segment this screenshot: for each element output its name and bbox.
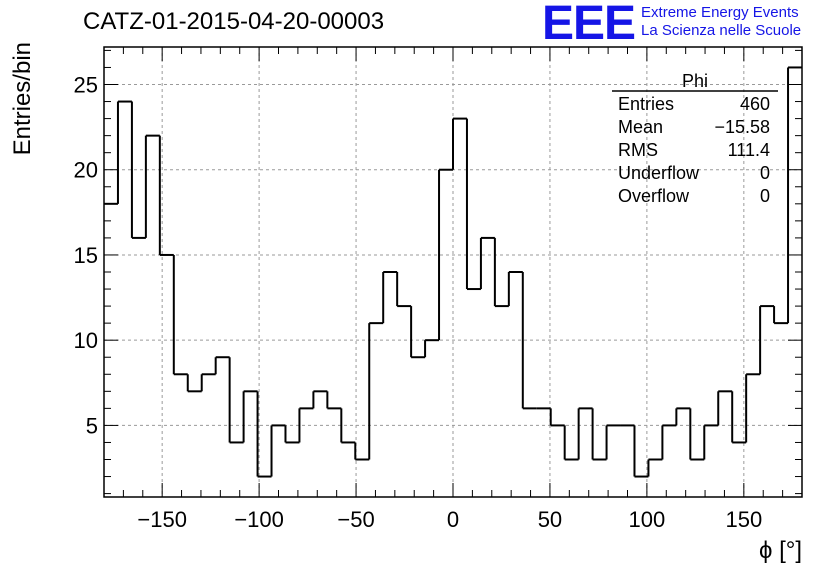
logo-line-2: La Scienza nelle Scuole	[641, 22, 802, 39]
stats-label: Entries	[618, 94, 674, 114]
stats-value: 111.4	[728, 140, 770, 160]
stats-value: −15.58	[714, 117, 770, 137]
x-axis-title: ϕ [°]	[759, 537, 802, 564]
stats-label: Underflow	[618, 163, 700, 183]
stats-name: Phi	[682, 71, 708, 91]
x-tick-label: 50	[538, 507, 562, 532]
logo-text: Extreme Energy Events La Scienza nelle S…	[641, 4, 801, 40]
tick-layer	[104, 47, 802, 497]
stats-label: RMS	[618, 140, 658, 160]
y-tick-label: 15	[74, 243, 98, 268]
stats-value: 0	[760, 163, 770, 183]
chart-title: CATZ-01-2015-04-20-00003	[83, 8, 385, 35]
stats-value: 0	[760, 186, 770, 206]
stats-box: Phi Entries 460 Mean −15.58 RMS 111.4 Underflo…	[612, 71, 778, 206]
stats-value: 460	[740, 94, 770, 114]
stats-label: Overflow	[618, 186, 690, 206]
y-tick-label: 5	[86, 413, 98, 438]
stats-label: Mean	[618, 117, 663, 137]
y-axis-title: Entries/bin	[9, 42, 36, 155]
label-layer: −150 −100 −50 0 50 100 150 5 10 15 20 25	[74, 73, 763, 533]
x-tick-label: −50	[337, 507, 374, 532]
logo-line-1: Extreme Energy Events	[641, 4, 799, 21]
y-tick-label: 10	[74, 328, 98, 353]
x-tick-label: −100	[234, 507, 284, 532]
x-tick-label: 0	[447, 507, 459, 532]
x-tick-label: 150	[725, 507, 762, 532]
y-tick-label: 25	[74, 73, 98, 98]
x-tick-label: 100	[629, 507, 666, 532]
grid-layer	[104, 47, 802, 497]
y-tick-label: 20	[74, 158, 98, 183]
x-tick-label: −150	[137, 507, 187, 532]
histogram-layer	[104, 66, 802, 478]
logo-mark: EEE	[542, 0, 636, 50]
eee-logo: EEE Extreme Energy Events La Scienza nel…	[542, 0, 801, 50]
